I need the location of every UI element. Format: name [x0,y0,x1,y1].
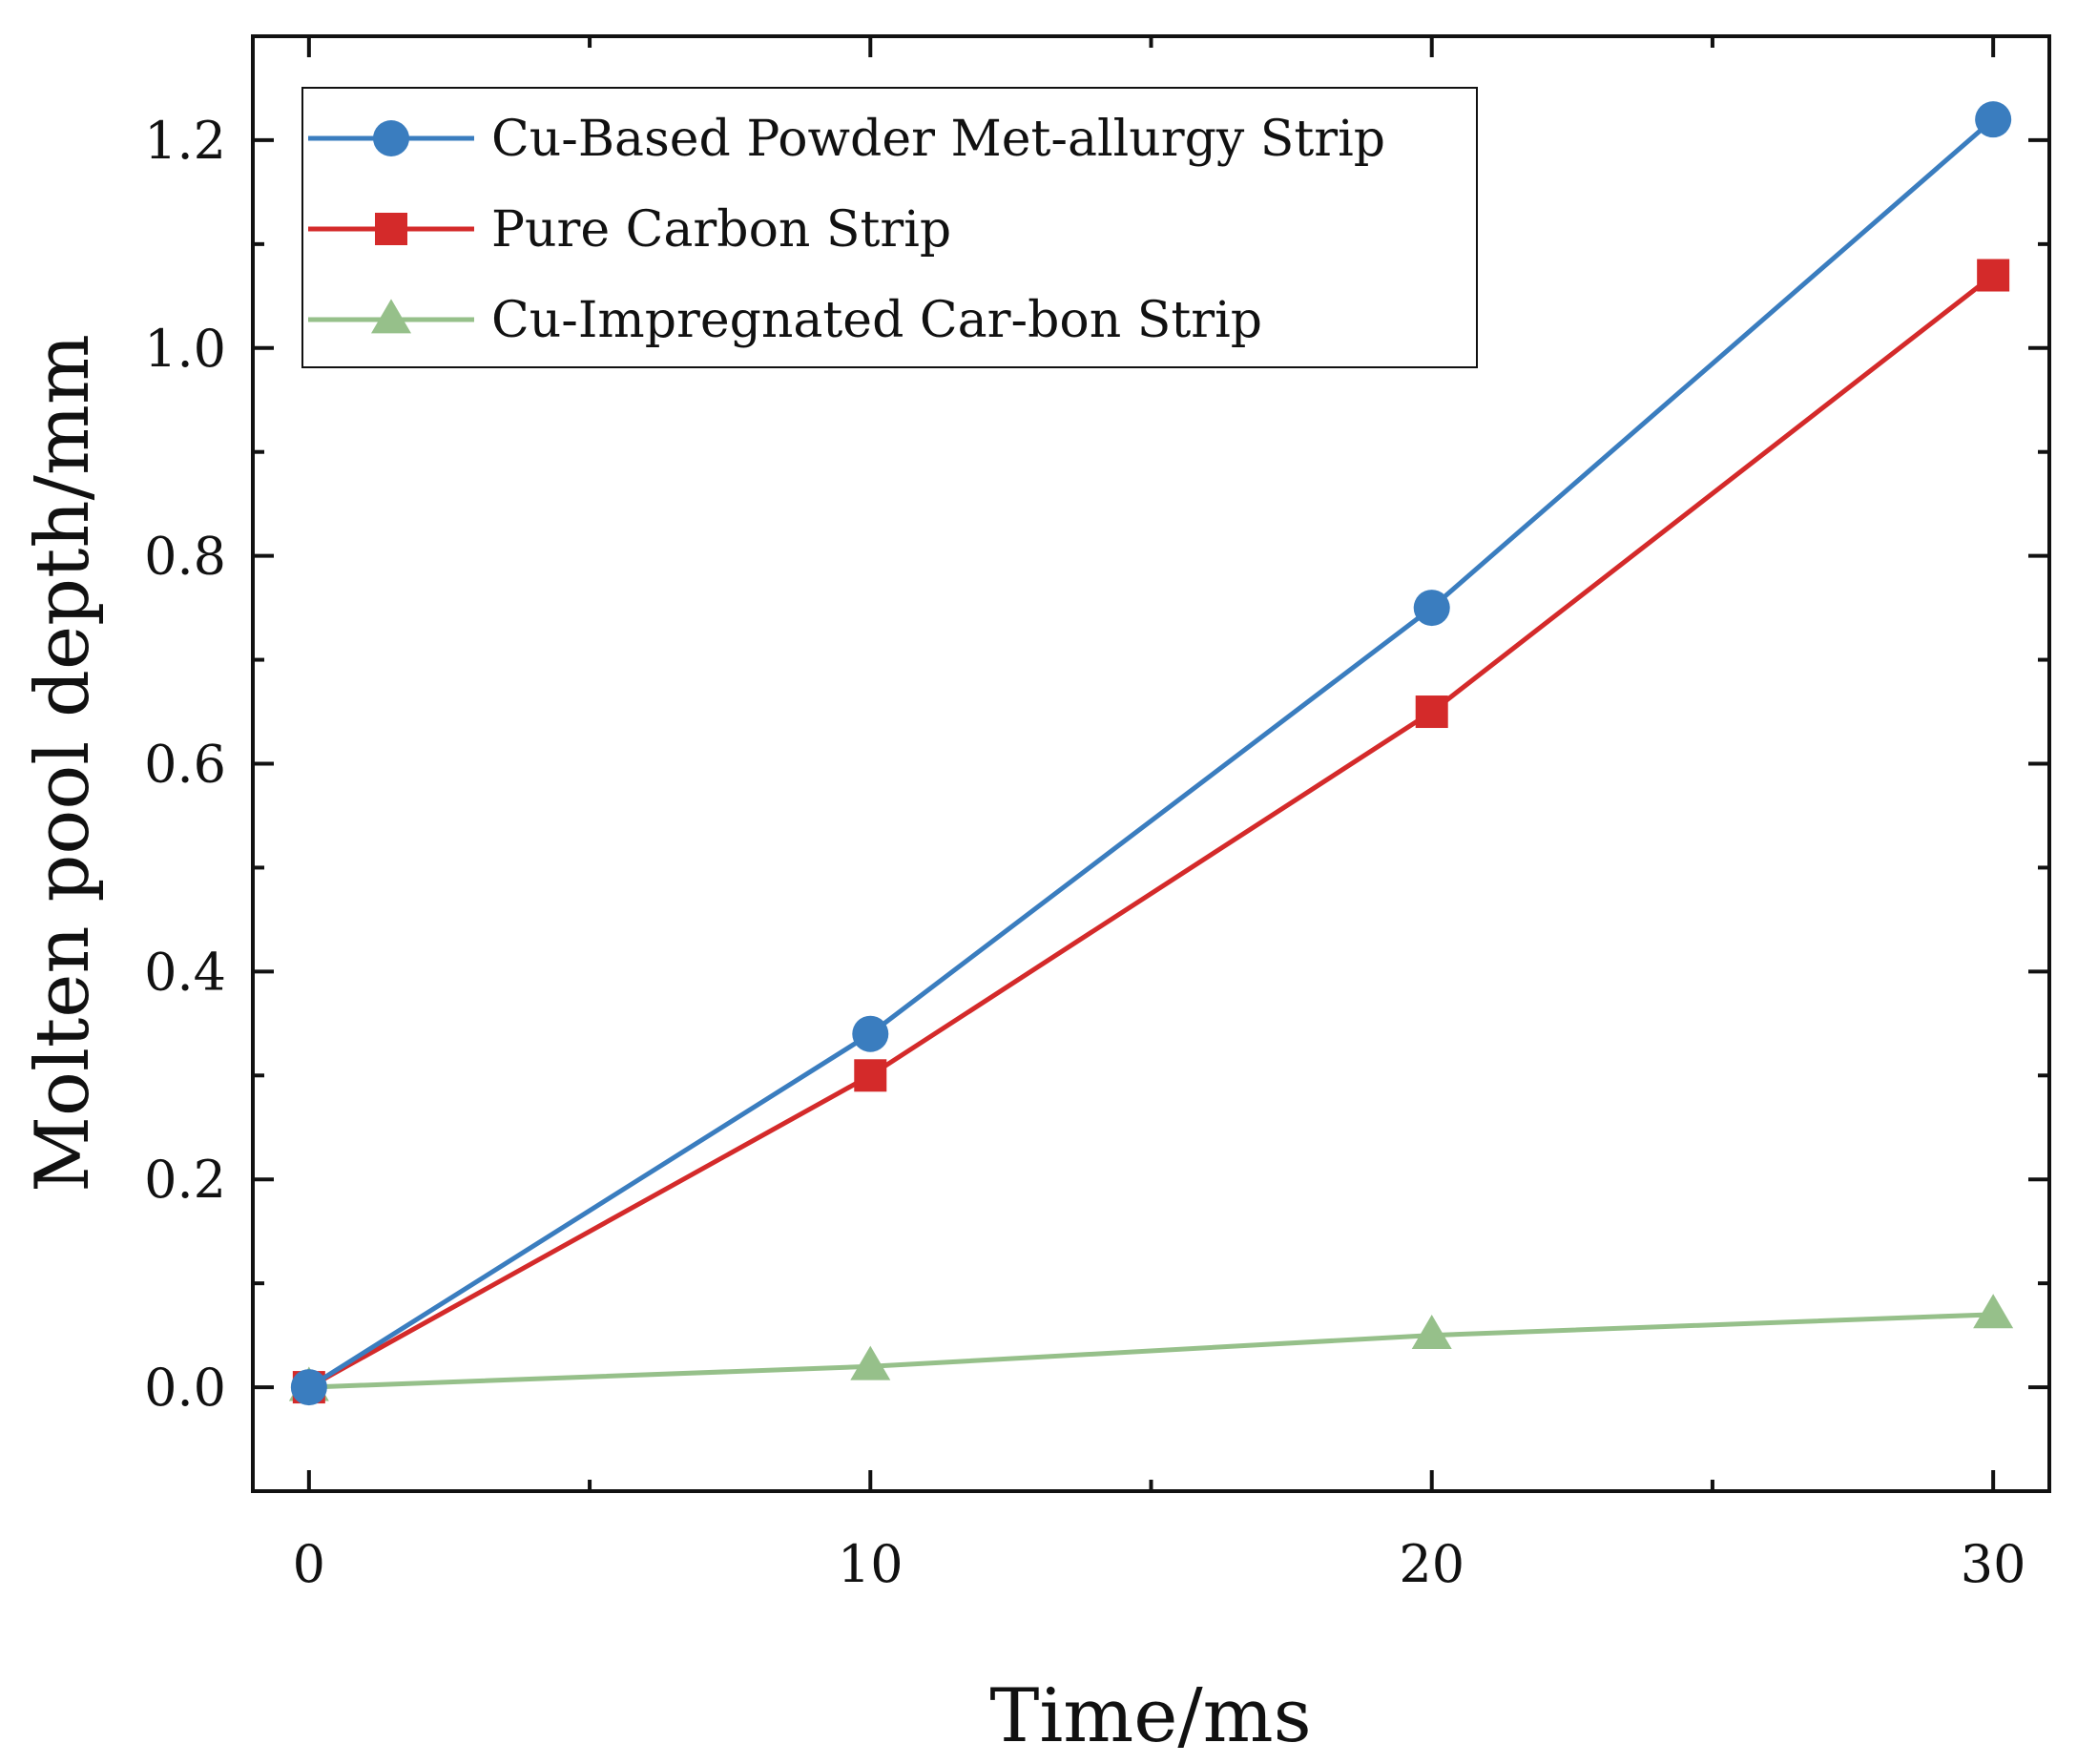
data-point-square [1977,259,2010,292]
x-tick-label: 20 [1399,1534,1464,1594]
x-axis-title: Time/ms [989,1673,1311,1759]
data-point-triangle [1973,1294,2014,1329]
series-line-square [307,273,1995,1390]
data-point-square [1415,695,1448,729]
series-line-triangle [308,1312,1994,1390]
series-line-circle [307,117,1995,1390]
y-tick-label: 0.8 [144,527,226,587]
data-point-circle [290,1369,327,1406]
y-tick-label: 0.0 [144,1358,226,1418]
data-point-circle [1413,590,1450,627]
x-tick-label: 10 [838,1534,903,1594]
legend-box [301,87,1478,368]
legend: Cu-Based Powder Met-allurgy Strip Pure Ca… [301,87,1478,368]
y-tick-label: 1.0 [144,319,226,379]
data-point-triangle [850,1345,891,1380]
legend-label-circle: Cu-Based Powder Met-allurgy Strip [491,111,1385,168]
legend-marker-square [375,213,407,245]
plot-frame [251,34,2051,1493]
series-triangle [288,1294,2014,1401]
y-tick-label: 0.2 [144,1150,226,1210]
series-square [292,259,2010,1404]
y-tick-label: 0.4 [144,942,226,1002]
legend-marker-triangle [371,299,411,334]
y-tick-label: 1.2 [144,111,226,171]
data-point-triangle [1411,1315,1452,1350]
y-axis-title: Molten pool depth/mm [20,334,106,1193]
x-tick-label: 0 [293,1534,325,1594]
series-group [288,101,2014,1406]
legend-marker-circle [373,120,409,156]
series-circle [290,101,2012,1406]
data-point-circle [852,1015,889,1052]
x-tick-label: 30 [1961,1534,2026,1594]
legend-label-square: Pure Carbon Strip [491,201,951,259]
data-point-circle [1975,101,2012,138]
data-point-square [854,1059,887,1092]
legend-label-triangle: Cu-Impregnated Car-bon Strip [491,292,1262,349]
axis-tick-labels: 0 10 20 30 0.0 0.2 0.4 0.6 0.8 1.0 1.2 [144,111,2025,1594]
y-tick-label: 0.6 [144,735,226,795]
